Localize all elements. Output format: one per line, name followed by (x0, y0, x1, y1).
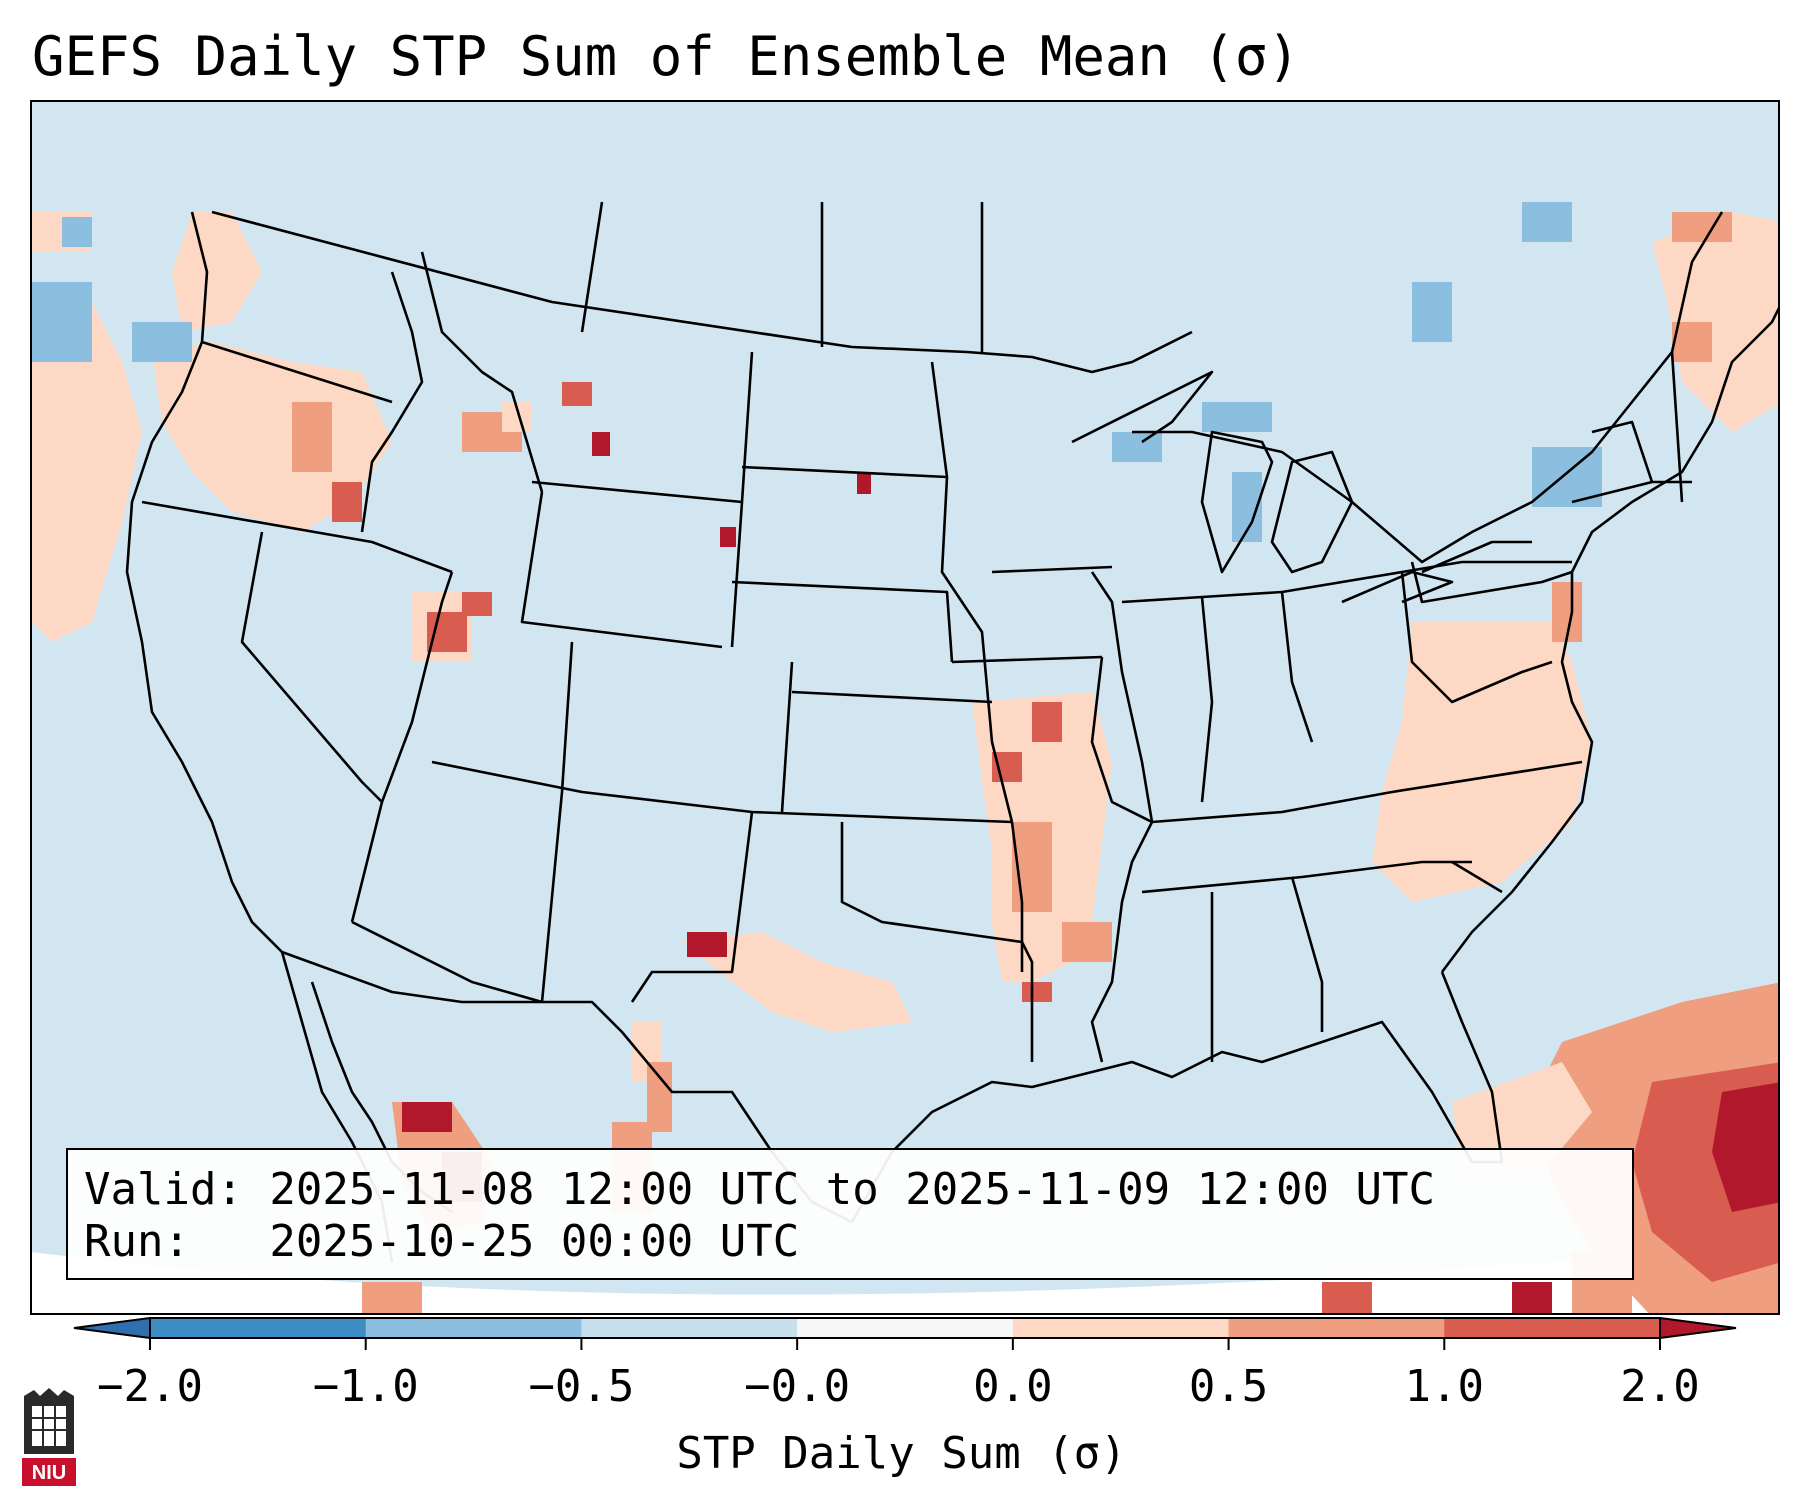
colorbar-segment (1444, 1318, 1661, 1338)
colorbar (73, 1316, 1737, 1350)
map-title: GEFS Daily STP Sum of Ensemble Mean (σ) (32, 25, 1300, 88)
boundaries (125, 201, 1778, 1263)
colorbar-tick-label: 0.0 (973, 1361, 1053, 1412)
colorbar-label: STP Daily Sum (σ) (676, 1428, 1127, 1479)
colorbar-segment (150, 1318, 367, 1338)
colorbar-segment (797, 1318, 1014, 1338)
colorbar-tick-label: 2.0 (1620, 1361, 1700, 1412)
colorbar-tick-label: −0.0 (744, 1361, 851, 1412)
niu-logo: NIU (22, 1388, 76, 1486)
colorbar-segment (1228, 1318, 1445, 1338)
colorbar-extend-high (1659, 1316, 1737, 1340)
colorbar-tick-label: −0.5 (528, 1361, 635, 1412)
colorbar-tick-label: 1.0 (1404, 1361, 1485, 1412)
map-panel[interactable] (30, 100, 1780, 1315)
colorbar-tick-label: −1.0 (312, 1361, 419, 1412)
stp-map (32, 201, 1778, 1313)
valid-time-text: Valid: 2025-11-08 12:00 UTC to 2025-11-0… (84, 1164, 1436, 1215)
colorbar-segment (581, 1318, 798, 1338)
logo-text: NIU (32, 1462, 66, 1484)
colorbar-segment (365, 1318, 582, 1338)
colorbar-tick-label: 0.5 (1188, 1361, 1269, 1412)
colorbar-tick-label: −2.0 (97, 1361, 203, 1412)
colorbar-extend-low (73, 1316, 151, 1340)
colorbar-outline (149, 1317, 1661, 1339)
run-time-text: Run: 2025-10-25 00:00 UTC (84, 1216, 800, 1267)
info-box: Valid: 2025-11-08 12:00 UTC to 2025-11-0… (66, 1148, 1634, 1280)
colorbar-segment (1012, 1318, 1230, 1338)
